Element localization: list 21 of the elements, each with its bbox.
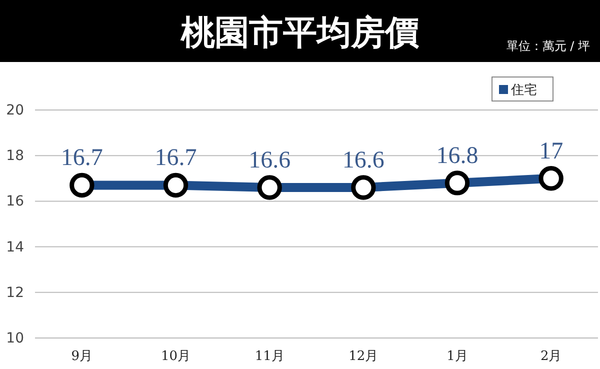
x-tick-label: 2月 <box>540 349 562 364</box>
data-label: 16.7 <box>60 145 103 172</box>
data-label: 17 <box>539 138 564 164</box>
y-tick-label: 16 <box>6 194 24 210</box>
x-tick-label: 1月 <box>446 349 468 364</box>
data-label: 16.6 <box>248 148 291 174</box>
y-tick-label: 12 <box>6 284 24 301</box>
data-label: 16.6 <box>342 148 384 174</box>
x-tick-label: 12月 <box>348 349 378 364</box>
y-tick-label: 18 <box>6 148 24 164</box>
x-tick-label: 10月 <box>160 349 191 364</box>
data-label: 16.8 <box>436 142 478 169</box>
data-label: 16.7 <box>154 145 197 172</box>
x-tick-label: 11月 <box>254 349 284 364</box>
y-tick-label: 20 <box>6 102 24 118</box>
x-tick-label: 9月 <box>71 349 93 364</box>
chart-subtitle: 單位：萬元 / 坪 <box>506 39 590 53</box>
chart-title: 桃園市平均房價 <box>180 13 419 53</box>
y-tick-label: 10 <box>6 330 24 346</box>
legend-label: 住宅 <box>510 82 537 98</box>
y-tick-label: 14 <box>6 239 24 256</box>
